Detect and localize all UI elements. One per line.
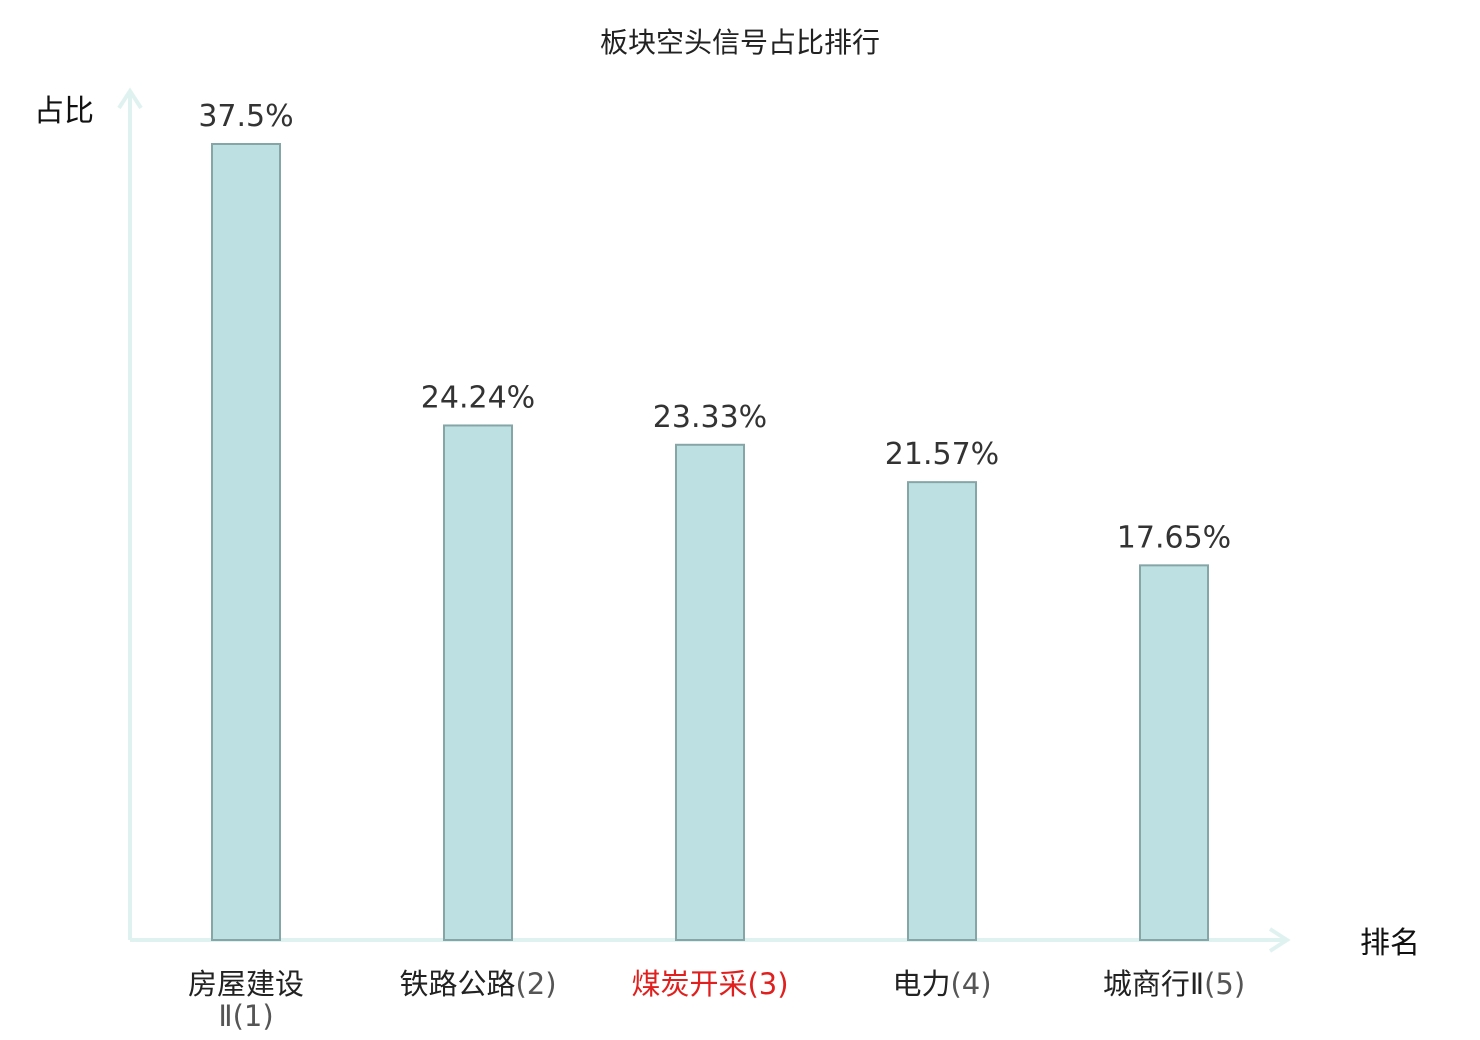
category-rank: (2): [515, 967, 556, 1001]
value-label-4: 21.57%: [885, 437, 999, 472]
category-name: 城商行Ⅱ: [1103, 967, 1204, 1001]
value-label-3: 23.33%: [653, 400, 767, 435]
bars-layer: 37.5% 房屋建设 Ⅱ(1) 24.24% 铁路公路(2) 23.33% 煤炭开采(3) 2…: [188, 99, 1245, 1033]
category-name: 铁路公路: [399, 967, 515, 1001]
bar-2: [443, 424, 513, 942]
bar-3: [675, 443, 745, 941]
bar-1: [211, 143, 281, 941]
category-label-2: 铁路公路(2): [399, 967, 556, 1001]
x-axis-label: 排名: [1360, 926, 1420, 961]
category-rank: (1): [233, 999, 274, 1033]
value-label-1: 37.5%: [198, 99, 293, 134]
value-label-5: 17.65%: [1117, 520, 1231, 555]
category-rank: (4): [950, 967, 991, 1001]
y-axis-label: 占比: [34, 94, 94, 129]
bar-5: [1139, 564, 1209, 941]
category-label-4: 电力(4): [892, 967, 991, 1001]
x-axis-arrow-icon: [1268, 927, 1291, 953]
chart-title: 板块空头信号占比排行: [600, 26, 880, 59]
y-axis: [117, 87, 143, 940]
category-label-1: 房屋建设 Ⅱ(1): [188, 967, 304, 1033]
category-rank: (3): [747, 967, 788, 1001]
category-name-line2: Ⅱ: [218, 999, 232, 1033]
category-name: 电力: [892, 967, 950, 1001]
category-rank: (5): [1204, 967, 1245, 1001]
y-axis-arrow-icon: [117, 87, 143, 110]
category-name: 煤炭开采: [631, 967, 747, 1001]
category-name: 房屋建设: [188, 967, 304, 1001]
value-label-2: 24.24%: [421, 380, 535, 415]
category-label-3: 煤炭开采(3): [631, 967, 788, 1001]
category-label-5: 城商行Ⅱ(5): [1103, 967, 1245, 1001]
bar-4: [907, 481, 977, 941]
